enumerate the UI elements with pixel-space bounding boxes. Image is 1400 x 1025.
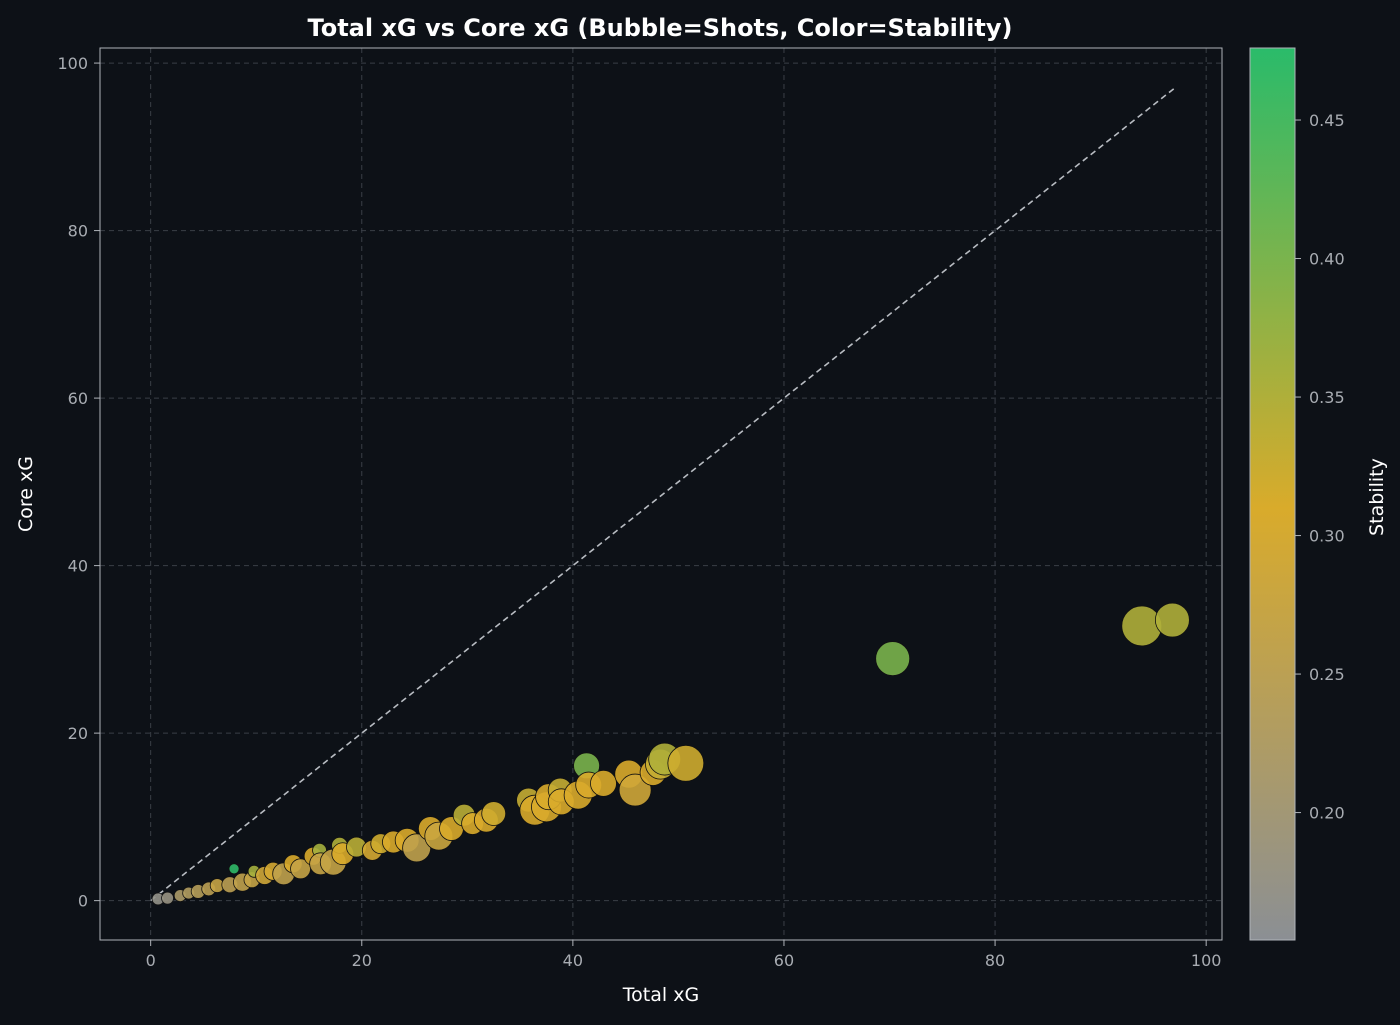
points-group	[151, 602, 1190, 906]
data-point	[875, 641, 911, 676]
colorbar-tick-label: 0.30	[1309, 527, 1345, 546]
data-point	[667, 744, 705, 782]
data-point	[1154, 602, 1190, 638]
colorbar-tick-label: 0.45	[1309, 111, 1345, 130]
colorbar: 0.20 0.25 0.30 0.35 0.40 0.45	[1249, 47, 1345, 941]
colorbar-tick-label: 0.35	[1309, 388, 1345, 407]
data-point	[161, 891, 174, 905]
x-axis-label: Total xG	[622, 984, 699, 1006]
y-tick-label: 40	[68, 557, 88, 576]
x-tick-label: 100	[1191, 951, 1222, 970]
y-tick-label: 60	[68, 389, 88, 408]
y-axis-label: Core xG	[15, 456, 37, 532]
x-tick-label: 80	[985, 951, 1005, 970]
y-tick-label: 80	[68, 222, 88, 241]
grid	[100, 48, 1222, 940]
colorbar-tick-label: 0.25	[1309, 665, 1345, 684]
data-point	[590, 769, 617, 797]
y-tick-label: 20	[68, 724, 88, 743]
reference-line-group	[150, 87, 1175, 902]
y-tick-label: 0	[78, 892, 88, 911]
data-point	[1121, 605, 1163, 647]
data-point	[481, 801, 507, 826]
data-point	[618, 773, 652, 807]
plot-frame	[99, 47, 1223, 941]
chart-title: Total xG vs Core xG (Bubble=Shots, Color…	[308, 14, 1013, 42]
colorbar-tick-label: 0.40	[1309, 250, 1345, 269]
x-tick-label: 60	[774, 951, 794, 970]
y-tick-label: 100	[57, 54, 88, 73]
axes: 0 20 40 60 80 100 0 20 40 60 80 100	[57, 54, 1221, 970]
x-tick-label: 0	[146, 951, 156, 970]
x-tick-label: 40	[563, 951, 583, 970]
colorbar-label: Stability	[1366, 458, 1388, 536]
data-point	[228, 863, 240, 875]
x-tick-label: 20	[352, 951, 372, 970]
colorbar-gradient	[1249, 47, 1296, 941]
colorbar-tick-label: 0.20	[1309, 804, 1345, 823]
reference-line-y-equals-x	[150, 87, 1175, 902]
